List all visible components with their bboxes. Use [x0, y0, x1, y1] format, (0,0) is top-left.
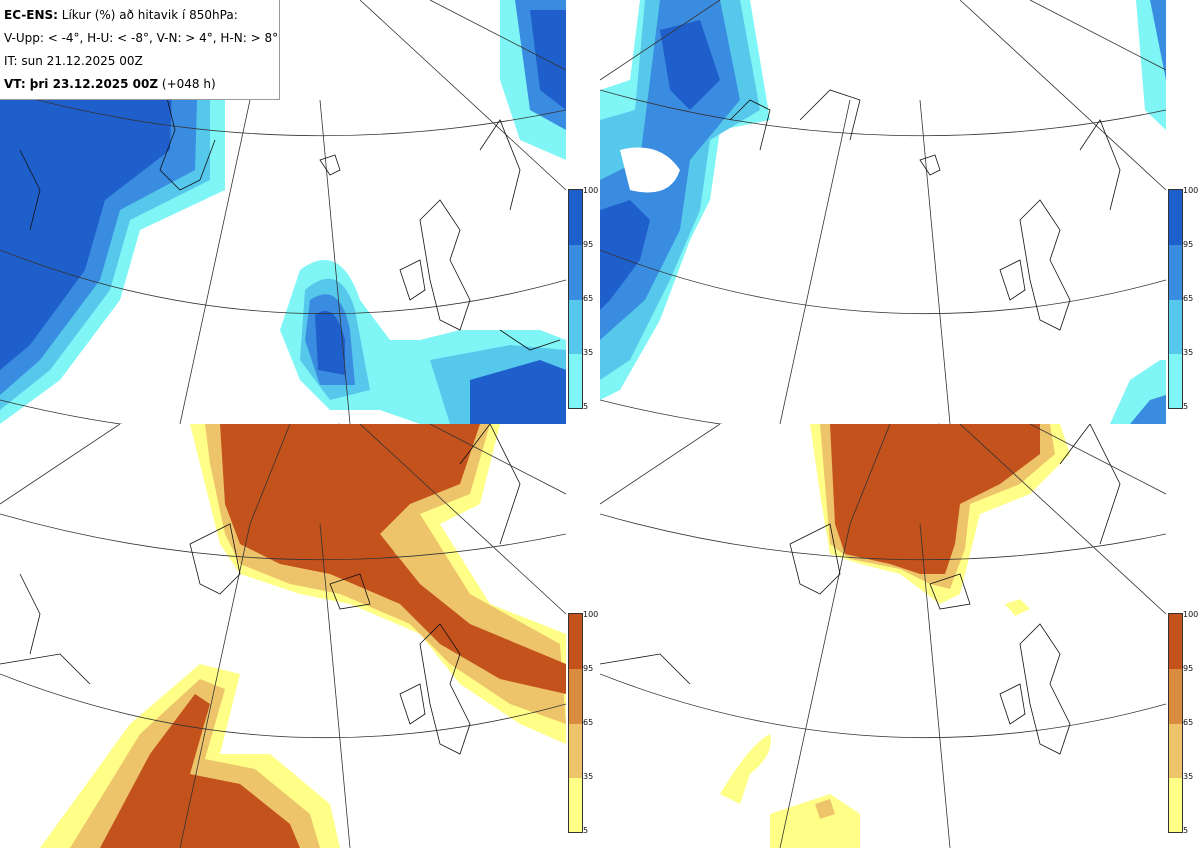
- tick-label: 35: [1183, 348, 1194, 357]
- map-bottom-left-svg: [0, 424, 566, 848]
- info-box: EC-ENS: Líkur (%) að hitavik í 850hPa: V…: [0, 0, 280, 100]
- tick-label: 35: [583, 772, 594, 781]
- map-top-left-svg: [0, 0, 566, 424]
- tick-label: 65: [1183, 718, 1194, 727]
- tick-label: 65: [583, 718, 594, 727]
- tick-label: 100: [583, 610, 599, 619]
- tick-label: 65: [583, 294, 594, 303]
- colorbar-strip: [568, 189, 583, 409]
- map-top-right-svg: [600, 0, 1166, 424]
- tick-label: 65: [1183, 294, 1194, 303]
- tick-label: 5: [583, 402, 589, 411]
- map-bottom-right-svg: [600, 424, 1166, 848]
- colorbar-strip: [1168, 189, 1183, 409]
- tick-label: 100: [1183, 186, 1199, 195]
- colorbar-warm-right: 100 95 65 35 5: [1168, 610, 1200, 835]
- map-panel-bottom-left: [0, 424, 566, 848]
- tick-label: 100: [583, 186, 599, 195]
- tick-label: 35: [583, 348, 594, 357]
- tick-label: 95: [1183, 240, 1194, 249]
- info-line-4: VT: þri 23.12.2025 00Z (+048 h): [4, 77, 216, 91]
- info-line-1: EC-ENS: Líkur (%) að hitavik í 850hPa:: [4, 8, 238, 22]
- colorbar-warm-left: 100 95 65 35 5: [568, 610, 618, 835]
- colorbar-cold-left: 100 95 65 35 5: [568, 186, 618, 411]
- tick-label: 35: [1183, 772, 1194, 781]
- tick-label: 95: [583, 664, 594, 673]
- tick-label: 100: [1183, 610, 1199, 619]
- colorbar-cold-right: 100 95 65 35 5: [1168, 186, 1200, 411]
- colorbar-strip: [568, 613, 583, 833]
- colorbar-strip: [1168, 613, 1183, 833]
- map-panel-top-left: [0, 0, 566, 424]
- tick-label: 5: [583, 826, 589, 835]
- info-line-3: IT: sun 21.12.2025 00Z: [4, 54, 143, 68]
- tick-label: 5: [1183, 826, 1189, 835]
- tick-label: 5: [1183, 402, 1189, 411]
- tick-label: 95: [1183, 664, 1194, 673]
- map-panel-bottom-right: [600, 424, 1166, 848]
- tick-label: 95: [583, 240, 594, 249]
- info-line-2: V-Upp: < -4°, H-U: < -8°, V-N: > 4°, H-N…: [4, 31, 279, 45]
- graticule: [0, 0, 566, 424]
- map-panel-top-right: [600, 0, 1166, 424]
